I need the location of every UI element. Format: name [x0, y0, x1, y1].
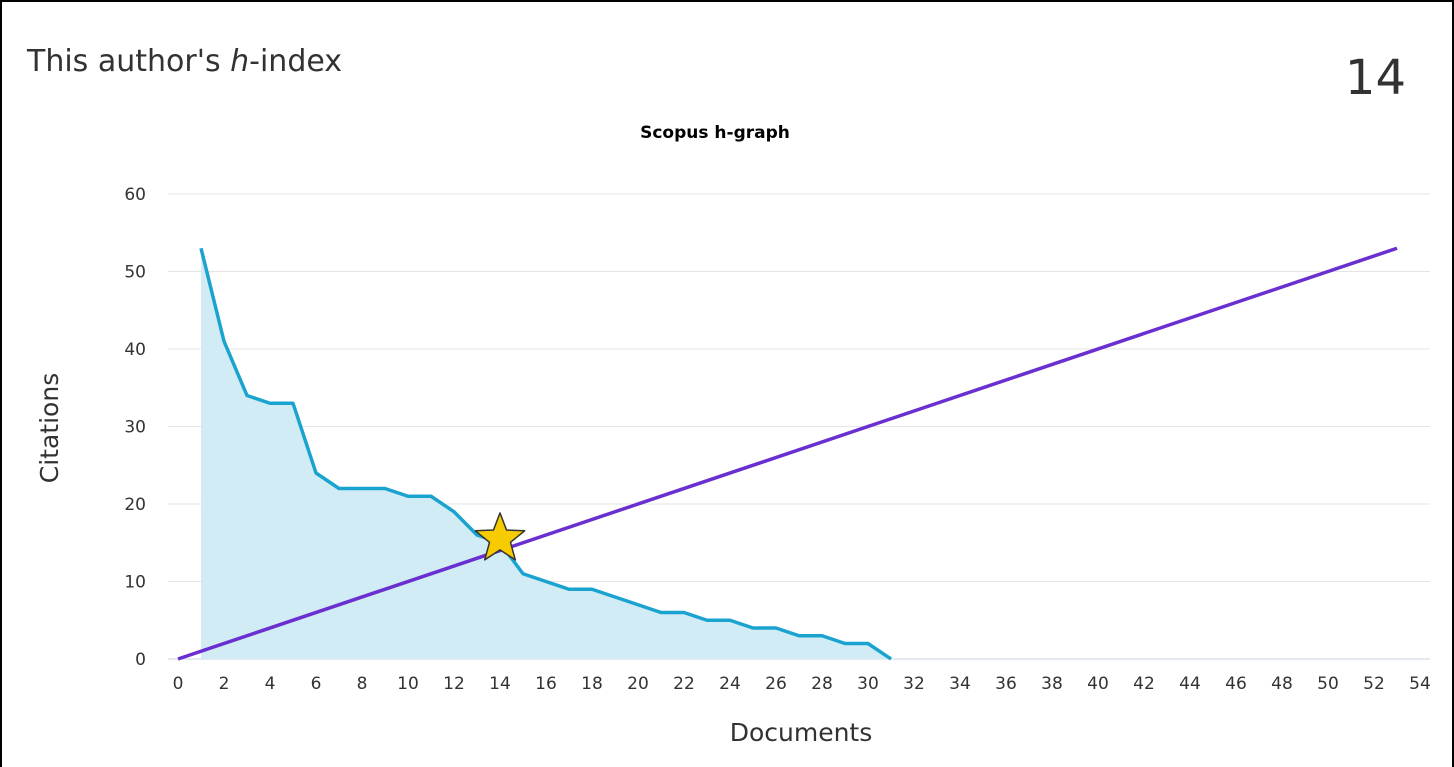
y-tick-label: 60	[124, 185, 146, 205]
x-tick-label: 0	[173, 674, 184, 694]
chart-title: Scopus h-graph	[640, 123, 790, 143]
x-tick-label: 10	[397, 674, 419, 694]
x-tick-label: 50	[1317, 674, 1339, 694]
x-tick-label: 54	[1409, 674, 1431, 694]
x-tick-label: 26	[765, 674, 787, 694]
x-axis-label: Documents	[730, 718, 873, 747]
y-tick-label: 30	[124, 418, 146, 438]
h-index-star-marker	[474, 512, 526, 561]
panel-title-h: h	[230, 44, 250, 79]
h-index-diagonal-line	[177, 246, 1398, 661]
x-tick-label: 14	[489, 674, 511, 694]
citations-line	[199, 247, 892, 661]
x-tick-label: 20	[627, 674, 649, 694]
panel-title-prefix: This author's	[27, 44, 231, 79]
x-tick-label: 36	[995, 674, 1017, 694]
panel-title-suffix: -index	[249, 44, 343, 79]
h-index-value: 14	[1344, 50, 1406, 106]
x-tick-label: 46	[1225, 674, 1247, 694]
series-layer	[177, 246, 1398, 661]
x-tick-label: 28	[811, 674, 833, 694]
x-tick-label: 52	[1363, 674, 1385, 694]
x-tick-labels: 0 2 4 6 8 10 12 14 16 18 20 22 24 26 28 30 32 34 36 38 40 42 4…	[173, 674, 1431, 694]
y-tick-label: 20	[124, 495, 146, 515]
x-tick-label: 12	[443, 674, 465, 694]
x-tick-label: 6	[311, 674, 322, 694]
x-tick-label: 34	[949, 674, 971, 694]
y-axis-label: Citations	[35, 373, 64, 483]
x-tick-label: 30	[857, 674, 879, 694]
citations-area	[201, 248, 891, 659]
x-tick-label: 2	[219, 674, 230, 694]
y-tick-label: 40	[124, 340, 146, 360]
x-tick-label: 16	[535, 674, 557, 694]
y-tick-label: 50	[124, 263, 146, 283]
panel-title: This author's h-index	[27, 44, 342, 79]
y-tick-labels: 0 10 20 30 40 50 60	[124, 185, 146, 670]
x-tick-label: 4	[265, 674, 276, 694]
x-tick-label: 42	[1133, 674, 1155, 694]
x-tick-label: 40	[1087, 674, 1109, 694]
y-tick-label: 10	[124, 573, 146, 593]
y-tick-label: 0	[135, 650, 146, 670]
x-tick-label: 24	[719, 674, 741, 694]
x-tick-label: 44	[1179, 674, 1201, 694]
x-tick-label: 48	[1271, 674, 1293, 694]
x-tick-label: 22	[673, 674, 695, 694]
x-tick-label: 38	[1041, 674, 1063, 694]
x-tick-label: 32	[903, 674, 925, 694]
x-tick-label: 8	[357, 674, 368, 694]
x-tick-label: 18	[581, 674, 603, 694]
